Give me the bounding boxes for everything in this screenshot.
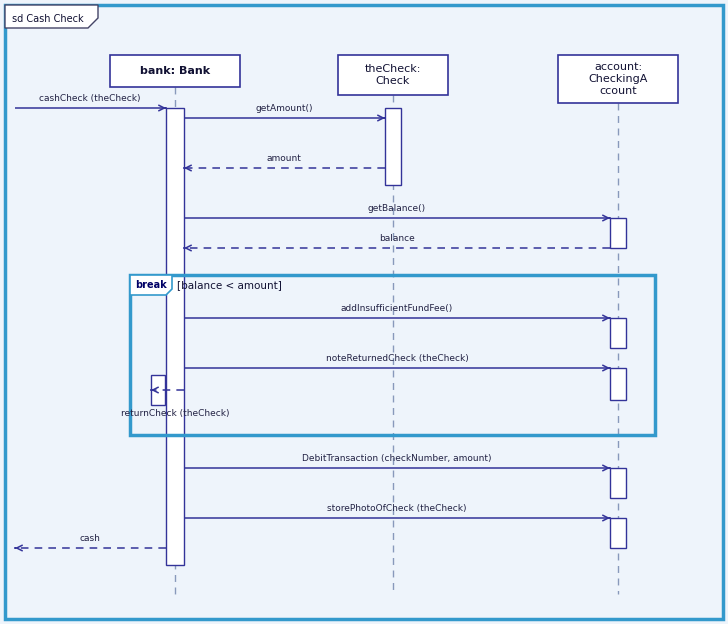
Bar: [110, 55, 240, 87]
Bar: [610, 468, 626, 498]
Bar: [610, 518, 626, 548]
Text: addInsufficientFundFee(): addInsufficientFundFee(): [341, 304, 453, 313]
Text: bank: Bank: bank: Bank: [140, 66, 210, 76]
Text: [balance < amount]: [balance < amount]: [177, 280, 282, 290]
Text: cash: cash: [79, 534, 100, 543]
Text: theCheck:
Check: theCheck: Check: [365, 64, 422, 86]
Text: amount: amount: [266, 154, 301, 163]
Polygon shape: [5, 5, 98, 28]
Text: DebitTransaction (checkNumber, amount): DebitTransaction (checkNumber, amount): [302, 454, 491, 463]
Text: storePhotoOfCheck (theCheck): storePhotoOfCheck (theCheck): [328, 504, 467, 513]
Text: getBalance(): getBalance(): [368, 204, 426, 213]
Polygon shape: [130, 275, 172, 295]
Text: break: break: [135, 280, 167, 290]
Text: cashCheck (theCheck): cashCheck (theCheck): [39, 94, 141, 103]
Bar: [338, 55, 448, 95]
Bar: [610, 318, 626, 348]
Text: sd Cash Check: sd Cash Check: [12, 14, 84, 24]
Text: returnCheck (theCheck): returnCheck (theCheck): [121, 409, 229, 418]
Text: balance: balance: [379, 234, 415, 243]
Text: getAmount(): getAmount(): [256, 104, 313, 113]
Bar: [610, 218, 626, 248]
Text: account:
CheckingA
ccount: account: CheckingA ccount: [588, 62, 648, 96]
Bar: [610, 368, 626, 400]
Bar: [558, 55, 678, 103]
Bar: [151, 375, 165, 405]
Text: noteReturnedCheck (theCheck): noteReturnedCheck (theCheck): [325, 354, 468, 363]
Bar: [166, 108, 184, 565]
Bar: [130, 275, 655, 435]
Bar: [385, 108, 401, 185]
